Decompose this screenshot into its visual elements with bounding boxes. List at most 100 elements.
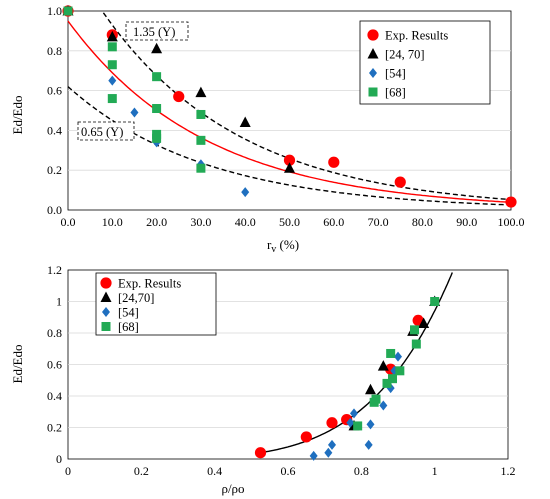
x-tick-label: 0	[65, 464, 71, 478]
y-tick-label: 0.6	[47, 358, 62, 372]
y-tick-label: 0.2	[47, 421, 62, 435]
data-point-circle	[394, 176, 406, 188]
data-point-triangle	[151, 42, 163, 54]
data-point-square	[430, 297, 440, 306]
x-tick-label: 0.0	[61, 215, 76, 229]
data-point-square	[353, 421, 363, 431]
legend-bottom-box	[95, 272, 217, 336]
x-ticks-top: 0.0 10.0 20.0 30.0 40.0 50.0 60.0 70.0 80.0 90.0 1…	[61, 215, 525, 229]
legend-marker-square	[368, 87, 378, 97]
data-point-diamond	[364, 439, 373, 450]
data-point-square	[410, 325, 419, 335]
data-point-square	[152, 133, 162, 143]
data-point-square	[196, 109, 206, 119]
data-point-diamond	[309, 450, 318, 461]
y-tick-label: 0.4	[47, 389, 62, 403]
legend-top-box	[359, 20, 491, 105]
y-axis-label-top: Ed/Edo	[10, 96, 25, 135]
x-axis-label-top: rv (%)	[267, 237, 299, 255]
data-point-square	[395, 366, 405, 376]
x-tick-label: 0.4	[207, 464, 222, 478]
x-tick-label: 0.6	[281, 464, 296, 478]
data-point-triangle	[239, 116, 251, 127]
legend-label: [54]	[385, 67, 406, 81]
x-tick-label: 70.0	[368, 215, 389, 229]
legend-label: [24, 70]	[385, 48, 425, 62]
data-point-circle	[283, 154, 296, 166]
data-point-square	[382, 378, 392, 388]
data-point-circle	[173, 90, 185, 103]
y-tick-label: 0	[56, 452, 62, 466]
y-tick-label: 1	[56, 295, 62, 309]
data-point-diamond	[366, 419, 375, 430]
data-point-diamond	[241, 187, 250, 198]
data-point-triangle	[365, 383, 376, 395]
y-tick-label: 1.2	[47, 263, 62, 277]
annotation-lower: 0.65 (Y)	[77, 121, 135, 141]
data-point-circle	[328, 156, 340, 168]
data-point-circle	[300, 431, 312, 443]
y-tick-label: 0.2	[47, 163, 62, 177]
x-axis-label-bottom: ρ/ρo	[221, 481, 244, 496]
data-point-square	[388, 374, 397, 384]
x-tick-label: 30.0	[190, 215, 211, 229]
bound-curve	[67, 86, 512, 206]
x-tick-label: 1	[432, 464, 438, 478]
data-point-triangle	[284, 162, 295, 173]
data-point-diamond	[379, 400, 388, 411]
y-ticks-bottom: 0 0.2 0.4 0.6 0.8 1 1.2	[47, 263, 62, 466]
legend-marker-diamond	[369, 68, 377, 78]
x-tick-label: 60.0	[323, 215, 344, 229]
y-tick-label: 1.0	[47, 4, 62, 18]
x-tick-label: 0.2	[134, 464, 149, 478]
x-tick-label: 40.0	[235, 215, 256, 229]
data-point-square	[107, 60, 117, 70]
data-point-diamond	[346, 417, 355, 428]
data-point-triangle	[377, 360, 389, 371]
data-point-square	[152, 104, 162, 114]
x-tick-label: 100.0	[498, 215, 525, 229]
y-tick-label: 0.6	[47, 84, 62, 98]
points-bottom	[254, 295, 441, 461]
annotation-lower-box	[77, 121, 135, 141]
points-top	[62, 5, 517, 208]
data-point-square	[196, 163, 206, 173]
data-point-diamond	[108, 75, 117, 86]
annotation-upper-text: 1.35 (Y)	[133, 25, 175, 39]
legend-marker-triangle	[367, 48, 379, 59]
annotation-lower-text: 0.65 (Y)	[81, 125, 123, 139]
legend-label: Exp. Results	[385, 29, 448, 43]
legend-marker-circle	[100, 277, 112, 289]
legend-bottom: Exp. Results[24,70][54][68]	[95, 272, 217, 336]
bound-curve	[102, 12, 512, 201]
y-tick-label: 0.4	[47, 123, 62, 137]
x-ticks-bottom: 0 0.2 0.4 0.6 0.8 1 1.2	[65, 464, 516, 478]
chart-top: 0.0 0.2 0.4 0.6 0.8 1.0 0.0 10.0 20.0 30.0 40.0 50…	[10, 4, 525, 255]
y-tick-label: 0.8	[47, 326, 62, 340]
annotation-upper: 1.35 (Y)	[125, 21, 189, 41]
data-point-diamond	[350, 408, 358, 419]
data-point-circle	[505, 196, 517, 208]
data-point-square	[63, 6, 73, 16]
legend-marker-circle	[367, 29, 379, 41]
legend-label: [68]	[118, 320, 139, 334]
chart-bottom: 0 0.2 0.4 0.6 0.8 1 1.2 0 0.2 0.4 0.6 0.8 1 1.2 Ed/E…	[10, 263, 516, 496]
x-tick-label: 80.0	[412, 215, 433, 229]
legend-label: [54]	[118, 306, 139, 320]
x-tick-label: 10.0	[102, 215, 123, 229]
data-point-square	[196, 135, 206, 145]
data-point-square	[386, 348, 396, 358]
legend-label: Exp. Results	[118, 277, 181, 291]
data-point-circle	[326, 417, 338, 429]
data-point-diamond	[328, 439, 336, 450]
data-point-square	[411, 339, 421, 349]
data-point-square	[107, 94, 117, 104]
legend-top: Exp. Results [24, 70] [54] [68]	[359, 20, 491, 105]
data-point-diamond	[324, 447, 333, 458]
data-point-diamond	[130, 107, 139, 118]
data-point-triangle	[418, 317, 430, 329]
legend-marker-diamond	[102, 307, 110, 317]
data-point-square	[152, 72, 162, 82]
data-point-triangle	[195, 86, 207, 98]
